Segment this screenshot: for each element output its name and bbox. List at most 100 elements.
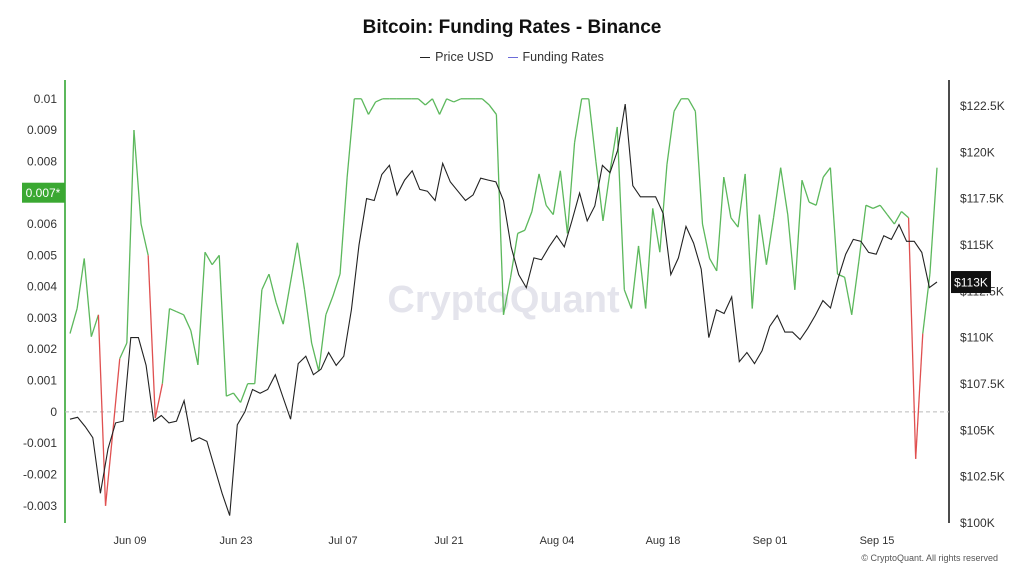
funding-rate-segment [197,252,206,365]
funding-rate-segment [623,289,633,309]
funding-rate-segment [90,314,100,337]
y-right-tick-label: $120K [960,145,995,159]
funding-rate-segment [282,283,291,325]
funding-rate-segment [709,258,718,272]
funding-rate-segment [772,167,782,218]
funding-rate-segment [332,273,341,297]
funding-rate-segment [318,314,327,372]
funding-rate-segment [616,126,625,290]
y-left-tick-label: 0.006 [27,217,57,231]
legend-item-price[interactable]: Price USD [420,50,494,64]
funding-rate-segment [239,383,249,403]
funding-rate-segment [69,308,78,334]
funding-rate-segment [275,302,284,325]
funding-rate-segment [97,314,107,506]
funding-rate-segment [901,211,910,219]
funding-rate-segment [637,245,647,309]
funding-rate-segment [552,170,561,215]
y-left-tick-label: 0.009 [27,123,57,137]
funding-rate-segment [751,214,760,309]
funding-rate-segment [488,104,497,115]
funding-rate-segment [183,314,192,331]
legend-swatch-price [420,56,431,58]
funding-rate-segment [104,433,114,506]
funding-rate-segment [268,273,277,303]
funding-rate-segment [517,229,526,235]
legend-label-funding: Funding Rates [522,50,604,64]
copyright-text: © CryptoQuant. All rights reserved [861,553,998,563]
funding-rate-segment [566,142,576,234]
legend: Price USD Funding Rates [0,50,1024,64]
funding-rate-segment [538,173,547,206]
y-right-tick-label: $105K [960,423,995,437]
y-right-tick-label: $102.5K [960,470,1005,484]
right-value-marker: $113K [954,276,988,290]
funding-rate-segment [559,170,569,234]
funding-rate-segment [367,101,377,115]
y-left-tick-label: 0.002 [27,342,57,356]
funding-rate-segment [119,342,128,359]
funding-rate-segment [161,308,171,384]
x-tick-label: Jun 23 [219,535,252,547]
funding-rate-segment [829,167,839,275]
y-left-tick-label: 0.004 [27,280,57,294]
funding-rate-segment [76,258,85,309]
funding-rate-segment [190,330,199,366]
funding-rate-segment [687,98,696,112]
x-tick-label: Sep 15 [860,535,895,547]
funding-rate-segment [154,383,164,419]
funding-rate-segment [872,204,881,209]
chart-title: Bitcoin: Funding Rates - Binance [362,17,662,38]
funding-rate-segment [339,177,348,275]
funding-rate-segment [716,177,725,272]
x-tick-label: Aug 04 [540,535,575,547]
funding-rate-segment [595,161,604,221]
funding-rate-segment [431,98,441,115]
y-left-tick-label: -0.002 [23,467,57,481]
funding-rate-segment [531,173,540,212]
funding-rate-segment [929,167,938,275]
funding-rate-segment [630,245,640,309]
funding-rate-segment [133,130,142,225]
funding-rate-segment [446,98,455,103]
y-left-tick-label: 0 [50,405,57,419]
x-tick-label: Jun 09 [113,535,146,547]
legend-item-funding[interactable]: Funding Rates [507,50,604,64]
funding-rate-segment [893,211,903,225]
funding-rate-segment [737,173,746,228]
funding-rate-segment [325,295,334,316]
y-left-tick-label: 0.01 [34,92,58,106]
funding-rate-segment [438,98,448,115]
funding-rate-segment [694,111,704,225]
funding-rate-segment [808,201,817,206]
funding-rate-segment [417,98,426,106]
funding-rate-segment [765,217,775,265]
funding-rate-segment [858,205,867,262]
funding-rate-segment [226,392,234,397]
y-left-tick-label: -0.003 [23,499,57,513]
legend-label-price: Price USD [435,50,494,64]
y-left-tick-label: 0.001 [27,374,57,388]
left-value-marker-bg [22,182,65,203]
funding-rate-segment [360,98,370,115]
funding-rate-segment [140,223,149,256]
funding-rate-segment [545,204,554,216]
funding-rate-segment [758,214,768,265]
x-tick-label: Aug 18 [646,535,681,547]
funding-rate-segment [652,208,661,253]
funding-rate-segment [843,277,853,315]
x-tick-label: Sep 01 [753,535,788,547]
funding-rate-segment [588,98,597,162]
funding-rate-segment [310,342,320,372]
funding-rate-segment [261,273,270,291]
x-tick-label: Jul 21 [434,535,463,547]
funding-rate-segment [495,114,505,315]
funding-rate-segment [176,311,184,316]
funding-rate-segment [169,307,177,313]
left-value-marker: 0.007* [26,186,61,200]
funding-rate-segment [502,277,512,315]
price-line [69,104,938,516]
y-right-tick-label: $117.5K [960,192,1004,206]
funding-rate-segment [346,98,355,178]
